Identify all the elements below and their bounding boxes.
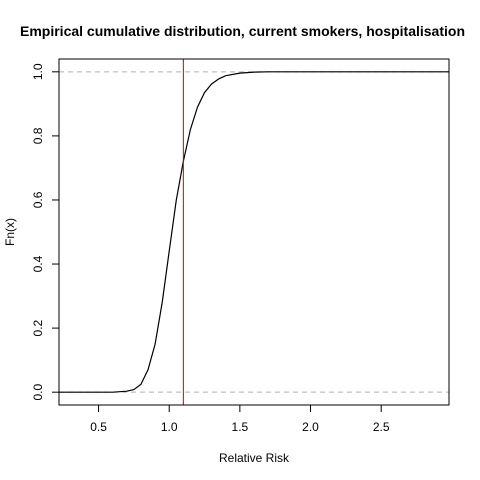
y-axis-title: Fn(x) (3, 218, 17, 246)
y-tick-label: 0.2 (31, 319, 45, 336)
ecdf-line-0 (59, 71, 449, 393)
y-tick-label: 1.0 (31, 63, 45, 80)
y-tick-label: 0.6 (31, 191, 45, 208)
series-layer (59, 71, 449, 393)
x-tick-label: 2.0 (302, 420, 319, 434)
x-tick-label: 0.5 (90, 420, 107, 434)
y-tick-label: 0.4 (31, 255, 45, 272)
chart-title: Empirical cumulative distribution, curre… (20, 23, 465, 39)
x-tick-label: 2.5 (373, 420, 390, 434)
y-tick-label: 0.8 (31, 127, 45, 144)
x-tick-label: 1.5 (232, 420, 249, 434)
x-axis-title: Relative Risk (219, 451, 290, 465)
y-axis: 0.0 0.2 0.4 0.6 0.8 1.0 (31, 63, 60, 401)
plot-frame (58, 58, 450, 406)
reference-hlines (59, 71, 449, 393)
x-axis: 0.5 1.0 1.5 2.0 2.5 (90, 404, 390, 434)
x-tick-label: 1.0 (161, 420, 178, 434)
y-tick-label: 0.0 (31, 384, 45, 401)
